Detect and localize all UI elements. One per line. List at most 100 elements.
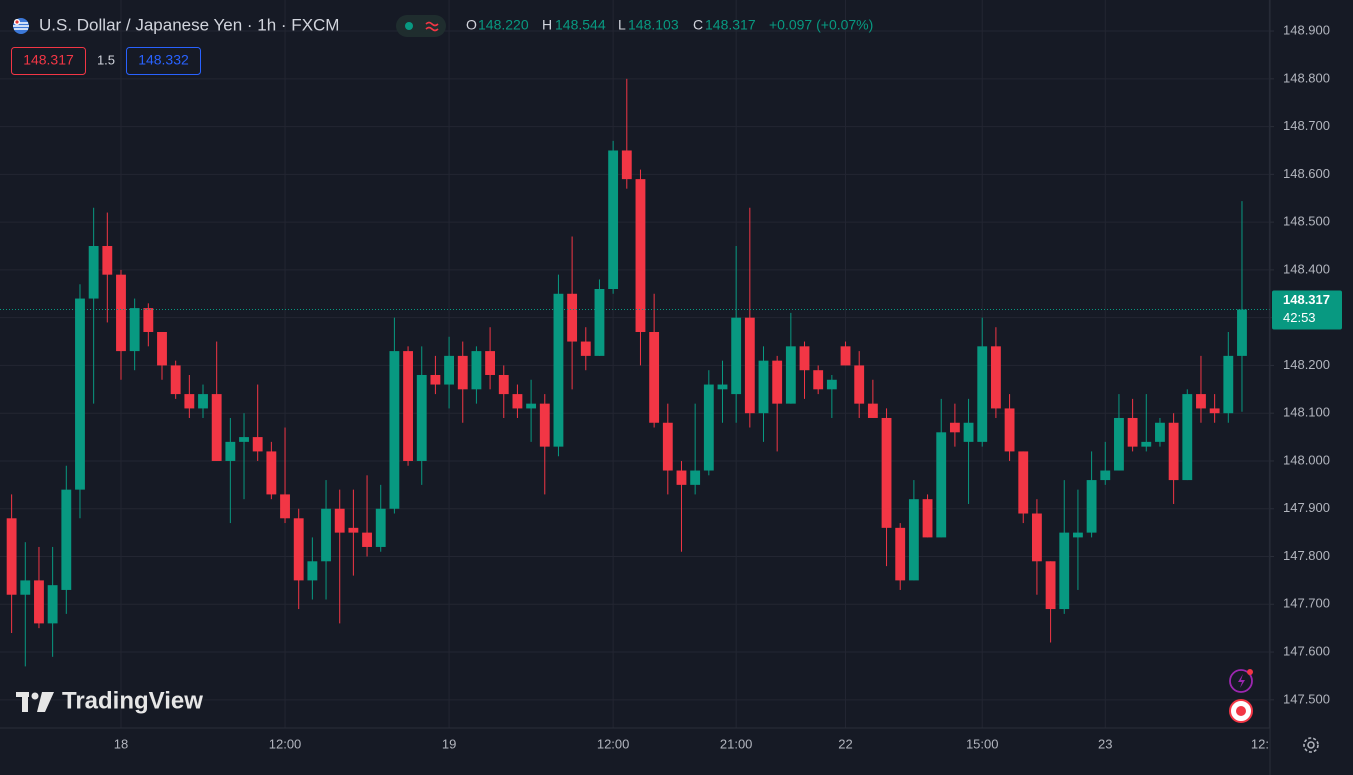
alert-bolt (1238, 674, 1245, 688)
candle-body (34, 580, 44, 624)
candle-body (88, 246, 99, 299)
candle-body (553, 293, 564, 447)
sell-price[interactable]: 148.317 (23, 52, 74, 68)
legend-key: O (466, 17, 477, 33)
last-price-label: 148.317 (1283, 292, 1330, 307)
candle-body (1223, 355, 1234, 414)
candle-body (375, 508, 386, 547)
candle-body (936, 432, 947, 538)
buy-price[interactable]: 148.332 (138, 52, 189, 68)
candle-body (6, 518, 17, 595)
candle-body (225, 441, 236, 461)
candle-body (662, 422, 673, 471)
candle-body (457, 355, 468, 390)
candle-body (348, 527, 359, 533)
candle-body (471, 351, 482, 390)
candle-body (61, 489, 72, 590)
candle-body (1196, 394, 1206, 409)
time-axis: 18 12:00 19 12:00 21:00 22 15:00 23 12: (114, 736, 1269, 751)
candle-body (813, 370, 824, 390)
candle-body (580, 341, 591, 356)
candle-body (594, 289, 605, 356)
candle-body (430, 374, 441, 385)
candle-body (526, 403, 537, 409)
candle-body (1031, 513, 1042, 562)
legend-value: 148.103 (628, 17, 679, 33)
symbol-flag (13, 18, 29, 34)
candle-body (758, 360, 769, 414)
candle-body (772, 360, 783, 404)
candle-body (867, 403, 878, 418)
legend-key: C (693, 17, 703, 33)
symbol-title[interactable]: U.S. Dollar / Japanese Yen · 1h · FXCM (39, 15, 339, 34)
candle-body (184, 394, 195, 409)
candle-body (211, 394, 222, 461)
y-tick-label: 148.100 (1283, 405, 1330, 420)
candle-body (621, 150, 632, 180)
candle-body (690, 470, 701, 485)
candle-body (949, 422, 960, 433)
buy-button[interactable] (126, 47, 201, 75)
candle-body (416, 374, 427, 461)
x-tick-label: 12: (1251, 736, 1269, 751)
candle-body (1155, 422, 1165, 442)
alert-icon[interactable] (1229, 669, 1253, 693)
candle-body (1059, 532, 1070, 610)
candle-body (403, 351, 413, 461)
candle-body (649, 331, 660, 423)
candle-body (239, 437, 249, 442)
x-tick-label: 12:00 (597, 736, 630, 751)
candle-body (485, 351, 496, 375)
candle-body (75, 298, 85, 490)
y-tick-label: 148.900 (1283, 22, 1330, 37)
candle-body (143, 308, 154, 332)
x-tick-label: 23 (1098, 736, 1112, 751)
candle-body (1127, 417, 1138, 447)
candle-body (881, 417, 892, 528)
logo-text: TradingView (62, 687, 203, 714)
record-dot (1236, 706, 1246, 716)
candle-body (498, 374, 509, 395)
candle-body (116, 274, 126, 352)
legend-change: +0.097 (+0.07%) (769, 17, 873, 33)
market-open-dot (405, 22, 413, 30)
candle-body (307, 561, 318, 581)
candle-body (977, 346, 988, 442)
y-tick-label: 147.600 (1283, 643, 1330, 658)
candle-body (635, 179, 646, 332)
y-tick-label: 148.700 (1283, 118, 1330, 133)
legend-value: 148.317 (705, 17, 756, 33)
legend-value: 148.544 (555, 17, 606, 33)
x-tick-label: 21:00 (720, 736, 753, 751)
y-tick-label: 148.600 (1283, 166, 1330, 181)
candle-body (1004, 408, 1015, 452)
candle-body (539, 403, 550, 447)
candle-body (703, 384, 714, 471)
candle-body (731, 317, 742, 395)
y-tick-label: 148.200 (1283, 357, 1330, 372)
spread: 1.5 (97, 52, 115, 67)
candle-body (362, 532, 372, 547)
candle-body (744, 317, 755, 414)
candle-body (1141, 441, 1152, 447)
legend-key: H (542, 17, 552, 33)
candle-body (963, 422, 974, 442)
candle-body (157, 331, 167, 366)
settings-icon[interactable] (1303, 737, 1319, 753)
status-pill[interactable] (396, 15, 446, 37)
candle-body (1114, 417, 1124, 471)
legend-value: 148.220 (478, 17, 529, 33)
y-tick-label: 148.400 (1283, 261, 1330, 276)
y-tick-label: 147.700 (1283, 596, 1330, 611)
countdown: 42:53 (1283, 310, 1316, 325)
sell-button[interactable] (11, 47, 86, 75)
y-tick-label: 148.800 (1283, 70, 1330, 85)
last-price-badge (1272, 290, 1342, 330)
candle-body (1168, 422, 1179, 481)
candle-body (895, 527, 906, 581)
candle-body (1237, 309, 1247, 356)
candle-body (280, 494, 290, 519)
x-tick-label: 15:00 (966, 736, 999, 751)
